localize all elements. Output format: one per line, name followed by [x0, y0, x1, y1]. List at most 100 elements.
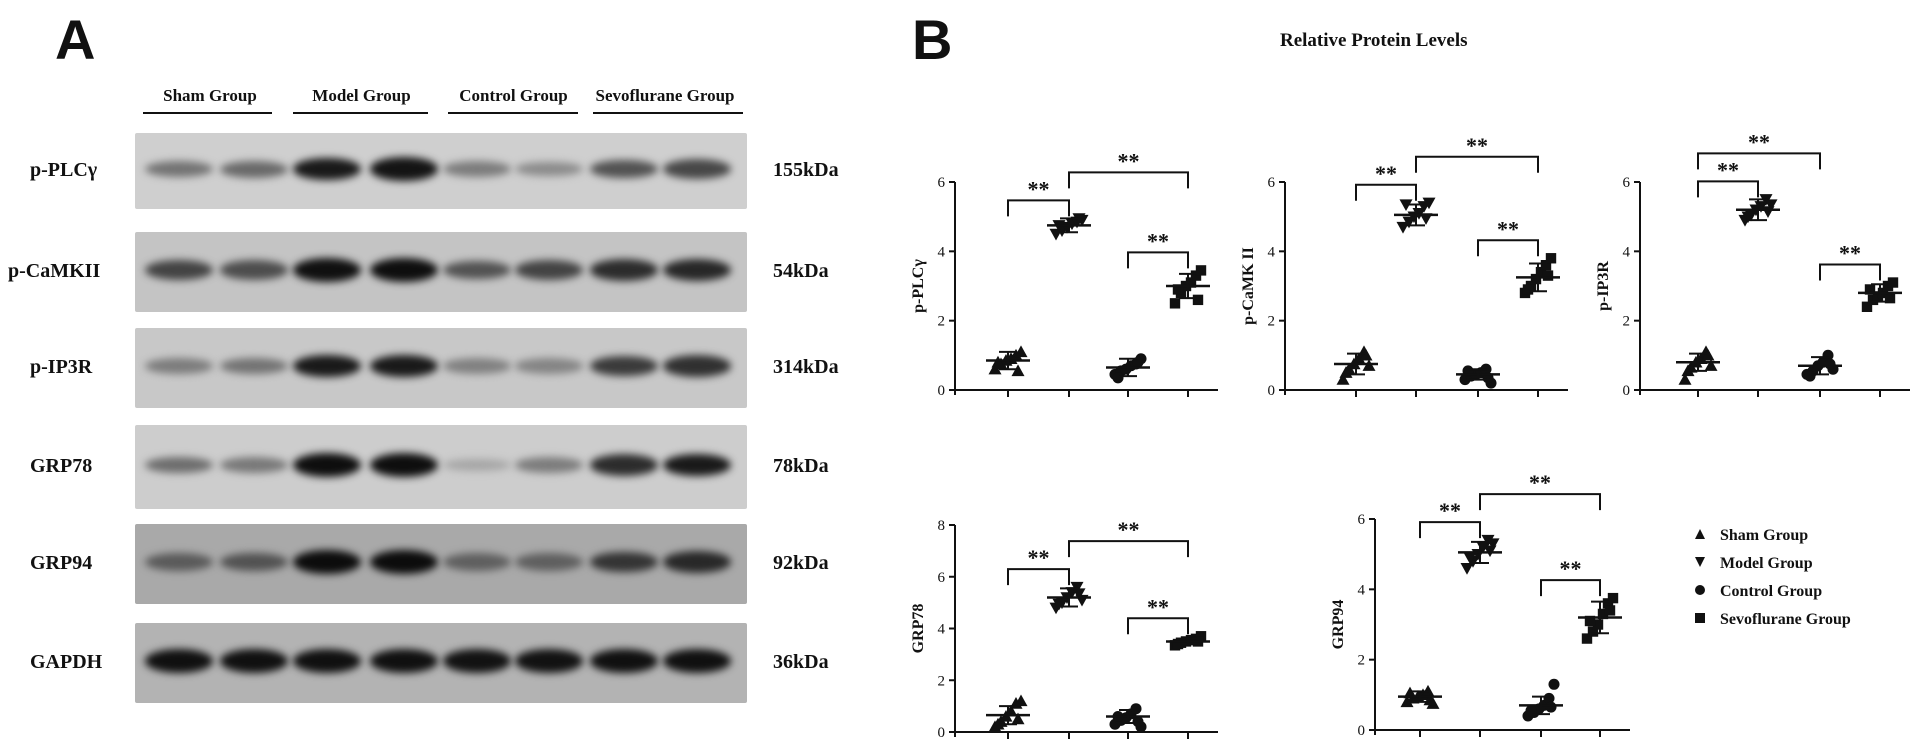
blot-band	[515, 649, 583, 673]
data-point	[1581, 633, 1593, 644]
data-point	[1416, 688, 1430, 701]
data-point	[1882, 280, 1894, 292]
data-point	[1522, 284, 1534, 295]
data-point	[1195, 265, 1207, 276]
data-point	[1528, 706, 1540, 718]
blot-band	[145, 456, 213, 474]
data-point	[1817, 356, 1829, 368]
data-point	[1180, 280, 1192, 292]
significance-bracket	[1007, 568, 1070, 586]
data-point	[1070, 581, 1084, 594]
legend-label-sham: Sham Group	[1720, 527, 1809, 544]
kda-label: 92kDa	[773, 552, 829, 574]
blot-band	[370, 649, 438, 673]
data-point	[1130, 703, 1142, 715]
data-point	[1135, 721, 1147, 733]
legend: Sham Group Model Group Control Group Sev…	[1694, 522, 1851, 634]
y-axis-label: GRP94	[1330, 600, 1347, 650]
data-point	[1075, 214, 1089, 227]
data-point	[1475, 367, 1487, 379]
data-point	[1538, 699, 1550, 711]
data-point	[1525, 280, 1537, 292]
data-point	[1542, 270, 1554, 281]
data-point	[1175, 287, 1187, 299]
data-point	[1109, 718, 1121, 730]
protein-label: p-IP3R	[30, 356, 93, 378]
blot-band	[515, 457, 583, 473]
data-point	[1411, 690, 1425, 702]
legend-item-sevoflurane: Sevoflurane Group	[1694, 606, 1851, 634]
data-point	[1471, 548, 1485, 561]
blot-band	[590, 649, 658, 673]
data-point	[1112, 710, 1124, 722]
data-point	[1132, 716, 1144, 728]
data-point	[1172, 284, 1184, 295]
data-point	[1014, 694, 1028, 707]
legend-label-sevoflurane: Sevoflurane Group	[1720, 611, 1851, 628]
data-point	[1055, 597, 1069, 610]
data-point	[1584, 615, 1596, 627]
blot-band	[663, 551, 731, 573]
data-point	[1543, 692, 1555, 704]
data-point	[1761, 206, 1775, 218]
data-point	[994, 715, 1008, 727]
data-point	[1812, 360, 1824, 372]
data-point	[1120, 712, 1132, 724]
data-point	[1185, 277, 1197, 288]
data-point	[1540, 260, 1552, 271]
data-point	[1362, 359, 1376, 371]
data-point	[1109, 368, 1121, 380]
blot-band	[293, 453, 361, 477]
kda-label: 54kDa	[773, 260, 829, 282]
y-tick-label: 4	[938, 622, 946, 638]
y-tick-label: 0	[938, 383, 946, 399]
blot-band	[220, 649, 288, 673]
data-point	[1482, 372, 1494, 384]
blot-band	[443, 260, 511, 280]
data-point	[1060, 221, 1074, 234]
data-point	[1807, 365, 1819, 377]
data-point	[1115, 365, 1127, 377]
data-point	[1459, 374, 1471, 386]
significance-bracket	[1540, 579, 1601, 597]
blot-grp78	[135, 425, 747, 509]
blot-band	[515, 358, 583, 374]
y-tick-label: 4	[1358, 582, 1366, 598]
data-point	[1485, 377, 1497, 389]
data-point	[1759, 194, 1773, 206]
significance-label: **	[1748, 129, 1770, 154]
significance-bracket	[1127, 617, 1189, 635]
protein-label: p-CaMKII	[8, 260, 101, 282]
data-point	[1004, 352, 1018, 364]
blot-band	[370, 157, 438, 181]
data-point	[1470, 368, 1482, 380]
significance-bracket	[1697, 180, 1759, 198]
data-point	[1699, 345, 1713, 358]
group-divider-sham	[143, 112, 272, 114]
data-point	[988, 720, 1002, 733]
data-point	[1011, 364, 1025, 377]
chart-title: Relative Protein Levels	[1280, 30, 1468, 51]
blot-band	[145, 552, 213, 572]
blot-p-ip3r	[135, 328, 747, 408]
data-point	[1460, 563, 1474, 575]
data-point	[1407, 211, 1421, 224]
data-point	[1548, 678, 1560, 690]
blot-band	[590, 259, 658, 281]
y-tick-label: 2	[938, 314, 946, 330]
significance-bracket	[1419, 521, 1481, 539]
significance-label: **	[1028, 545, 1050, 570]
data-point	[1522, 710, 1534, 722]
group-label-model: Model Group	[312, 86, 411, 105]
group-divider-sevoflurane	[593, 112, 743, 114]
blot-band	[663, 259, 731, 281]
blot-band	[293, 550, 361, 574]
blot-band	[590, 551, 658, 573]
triangle-up-icon	[1694, 527, 1720, 545]
protein-label: p-PLCγ	[30, 159, 98, 181]
data-point	[1480, 363, 1492, 375]
data-point	[1072, 213, 1086, 225]
significance-bracket	[1355, 183, 1417, 201]
significance-label: **	[1375, 161, 1397, 186]
y-tick-label: 0	[1358, 723, 1366, 739]
